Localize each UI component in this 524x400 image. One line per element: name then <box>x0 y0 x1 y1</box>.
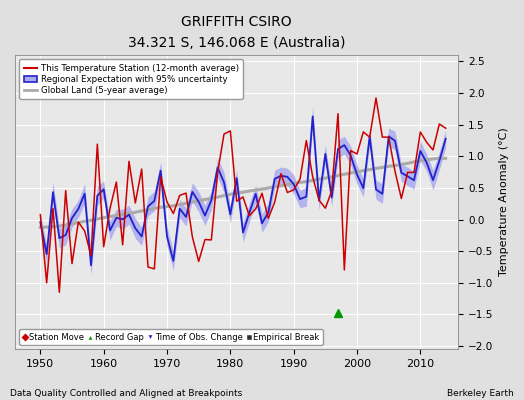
Y-axis label: Temperature Anomaly (°C): Temperature Anomaly (°C) <box>499 128 509 276</box>
Text: Berkeley Earth: Berkeley Earth <box>447 389 514 398</box>
Legend: Station Move, Record Gap, Time of Obs. Change, Empirical Break: Station Move, Record Gap, Time of Obs. C… <box>19 330 323 345</box>
Title: GRIFFITH CSIRO
34.321 S, 146.068 E (Australia): GRIFFITH CSIRO 34.321 S, 146.068 E (Aust… <box>128 15 345 50</box>
Text: Data Quality Controlled and Aligned at Breakpoints: Data Quality Controlled and Aligned at B… <box>10 389 243 398</box>
